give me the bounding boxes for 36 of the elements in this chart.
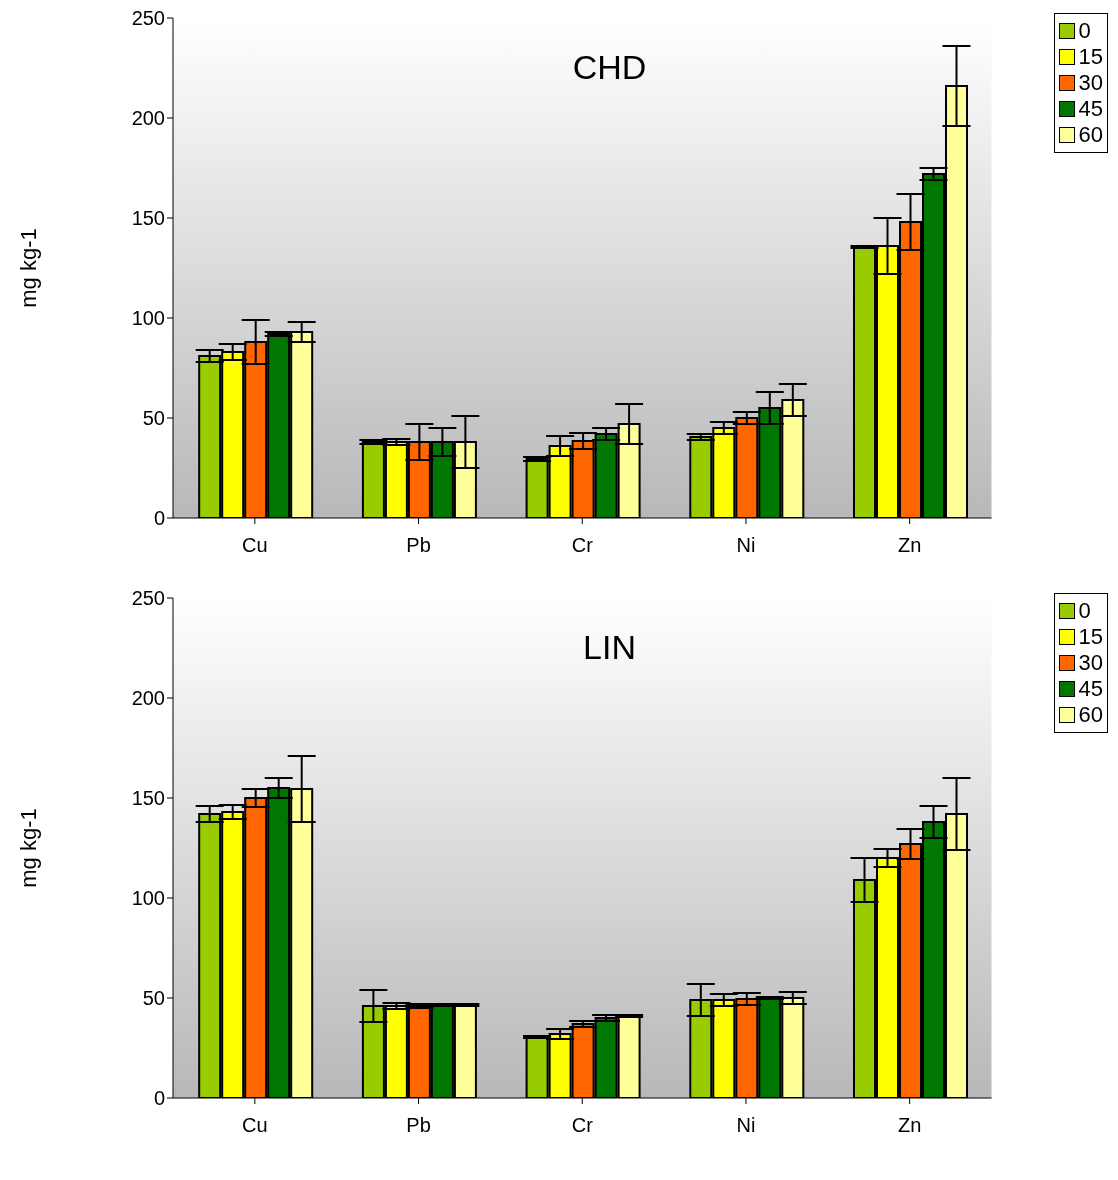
x-tick-label: Ni [736,534,756,557]
y-tick-label: 150 [131,787,165,810]
x-tick-label: Cr [571,1114,594,1137]
y-tick-label: 50 [142,407,165,430]
y-tick-label: 200 [131,107,165,130]
text: CHD [571,48,648,87]
legend-label: 0 [1078,18,1091,44]
x-tick-label: Cu [242,534,268,557]
x-tick-label: Ni [736,1114,756,1137]
y-tick-label: 250 [131,7,165,30]
y-axis-title: mg kg-1 [15,228,41,308]
legend-label: 15 [1078,44,1103,70]
x-tick-label: Zn [897,534,922,557]
legend-label: 15 [1078,624,1103,650]
y-tick-label: 250 [131,587,165,610]
y-tick-label: 50 [142,987,165,1010]
legend-label: 30 [1078,650,1103,676]
y-tick-label: 150 [131,207,165,230]
legend-label: 0 [1078,598,1091,624]
x-tick-label: Pb [406,1114,431,1137]
x-tick-label: Pb [406,534,431,557]
x-tick-label: Cu [242,1114,268,1137]
legend-label: 60 [1078,122,1103,148]
y-axis-title: mg kg-1 [15,808,41,888]
x-tick-label: Zn [897,1114,922,1137]
y-tick-label: 100 [131,307,165,330]
legend-label: 45 [1078,676,1103,702]
legend-label: 30 [1078,70,1103,96]
x-tick-label: Cr [571,534,594,557]
y-tick-label: 0 [153,1087,165,1110]
text: LIN [582,628,637,667]
y-tick-label: 200 [131,687,165,710]
y-tick-label: 0 [153,507,165,530]
legend-label: 60 [1078,702,1103,728]
y-tick-label: 100 [131,887,165,910]
legend-label: 45 [1078,96,1103,122]
